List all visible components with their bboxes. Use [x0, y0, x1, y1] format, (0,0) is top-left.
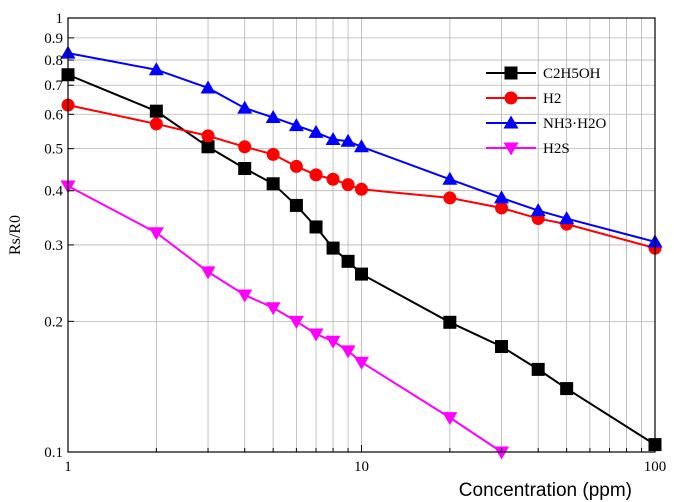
data-point — [201, 140, 215, 154]
legend-marker — [504, 91, 518, 105]
data-point — [355, 267, 368, 281]
y-tick-label: 0.7 — [44, 78, 63, 94]
series-0 — [61, 68, 662, 452]
data-point — [559, 211, 575, 225]
data-point — [149, 104, 163, 118]
y-tick-label: 0.3 — [44, 238, 63, 254]
data-point — [495, 340, 509, 354]
data-point — [309, 220, 323, 234]
data-point — [308, 328, 324, 342]
data-point — [530, 203, 546, 217]
y-tick-label: 0.5 — [44, 142, 63, 158]
legend-label: C2H5OH — [543, 66, 601, 82]
x-tick-label: 100 — [644, 459, 667, 475]
data-point — [289, 198, 303, 212]
data-point — [289, 159, 303, 173]
data-point — [325, 131, 341, 145]
data-point — [443, 315, 457, 329]
data-point — [238, 140, 252, 154]
data-point — [341, 178, 355, 192]
data-point — [494, 446, 510, 460]
data-point — [325, 335, 341, 349]
data-point — [531, 362, 545, 376]
data-point — [309, 168, 323, 182]
data-point — [443, 191, 457, 205]
x-tick-label: 10 — [354, 459, 369, 475]
data-point — [149, 117, 163, 131]
data-point — [288, 315, 304, 329]
data-point — [341, 254, 355, 268]
data-point — [494, 190, 510, 204]
grid — [68, 18, 655, 452]
data-point — [354, 356, 369, 370]
axis-ticks — [68, 37, 643, 452]
legend-label: NH3·H2O — [543, 116, 606, 132]
data-point — [355, 182, 368, 196]
y-tick-label: 0.8 — [44, 53, 63, 69]
data-point — [266, 147, 280, 161]
data-point — [288, 118, 304, 132]
series-layer — [60, 45, 663, 460]
y-tick-label: 1 — [56, 11, 64, 27]
series-3 — [60, 180, 510, 460]
data-point — [308, 124, 324, 138]
data-point — [238, 162, 252, 176]
data-point — [200, 266, 216, 280]
y-tick-label: 0.6 — [44, 107, 63, 123]
data-point — [237, 289, 253, 303]
data-point — [265, 302, 281, 316]
y-axis-label: Rs/R0 — [7, 215, 24, 255]
y-tick-label: 0.2 — [44, 314, 63, 330]
y-tick-label: 0.9 — [44, 31, 63, 47]
data-point — [442, 412, 458, 426]
y-tick-label: 0.4 — [44, 184, 63, 200]
data-point — [148, 62, 164, 76]
legend: C2H5OH H2 NH3·H2O H2S — [486, 66, 606, 157]
legend-marker — [503, 142, 519, 156]
y-tick-label: 0.1 — [44, 445, 63, 461]
x-axis-label: Concentration (ppm) — [459, 480, 632, 501]
data-point — [237, 100, 253, 114]
data-point — [148, 227, 164, 241]
data-point — [326, 172, 340, 186]
data-point — [495, 201, 509, 215]
data-point — [200, 80, 216, 94]
legend-marker — [504, 66, 518, 80]
legend-marker — [503, 115, 519, 129]
data-point — [265, 109, 281, 123]
series-line — [67, 185, 503, 453]
legend-label: H2 — [543, 91, 561, 107]
data-point — [560, 382, 574, 396]
data-point — [326, 241, 340, 255]
data-point — [266, 177, 280, 191]
data-point — [354, 139, 369, 153]
x-tick-label: 1 — [64, 459, 72, 475]
tick-labels: 0.1 0.2 0.3 0.4 0.5 0.6 0.7 0.8 0.9 1 1 10 100 — [44, 11, 666, 475]
data-point — [340, 133, 356, 147]
legend-label: H2S — [543, 141, 570, 157]
data-point — [201, 129, 215, 143]
data-point — [340, 345, 356, 359]
data-point — [442, 171, 458, 185]
